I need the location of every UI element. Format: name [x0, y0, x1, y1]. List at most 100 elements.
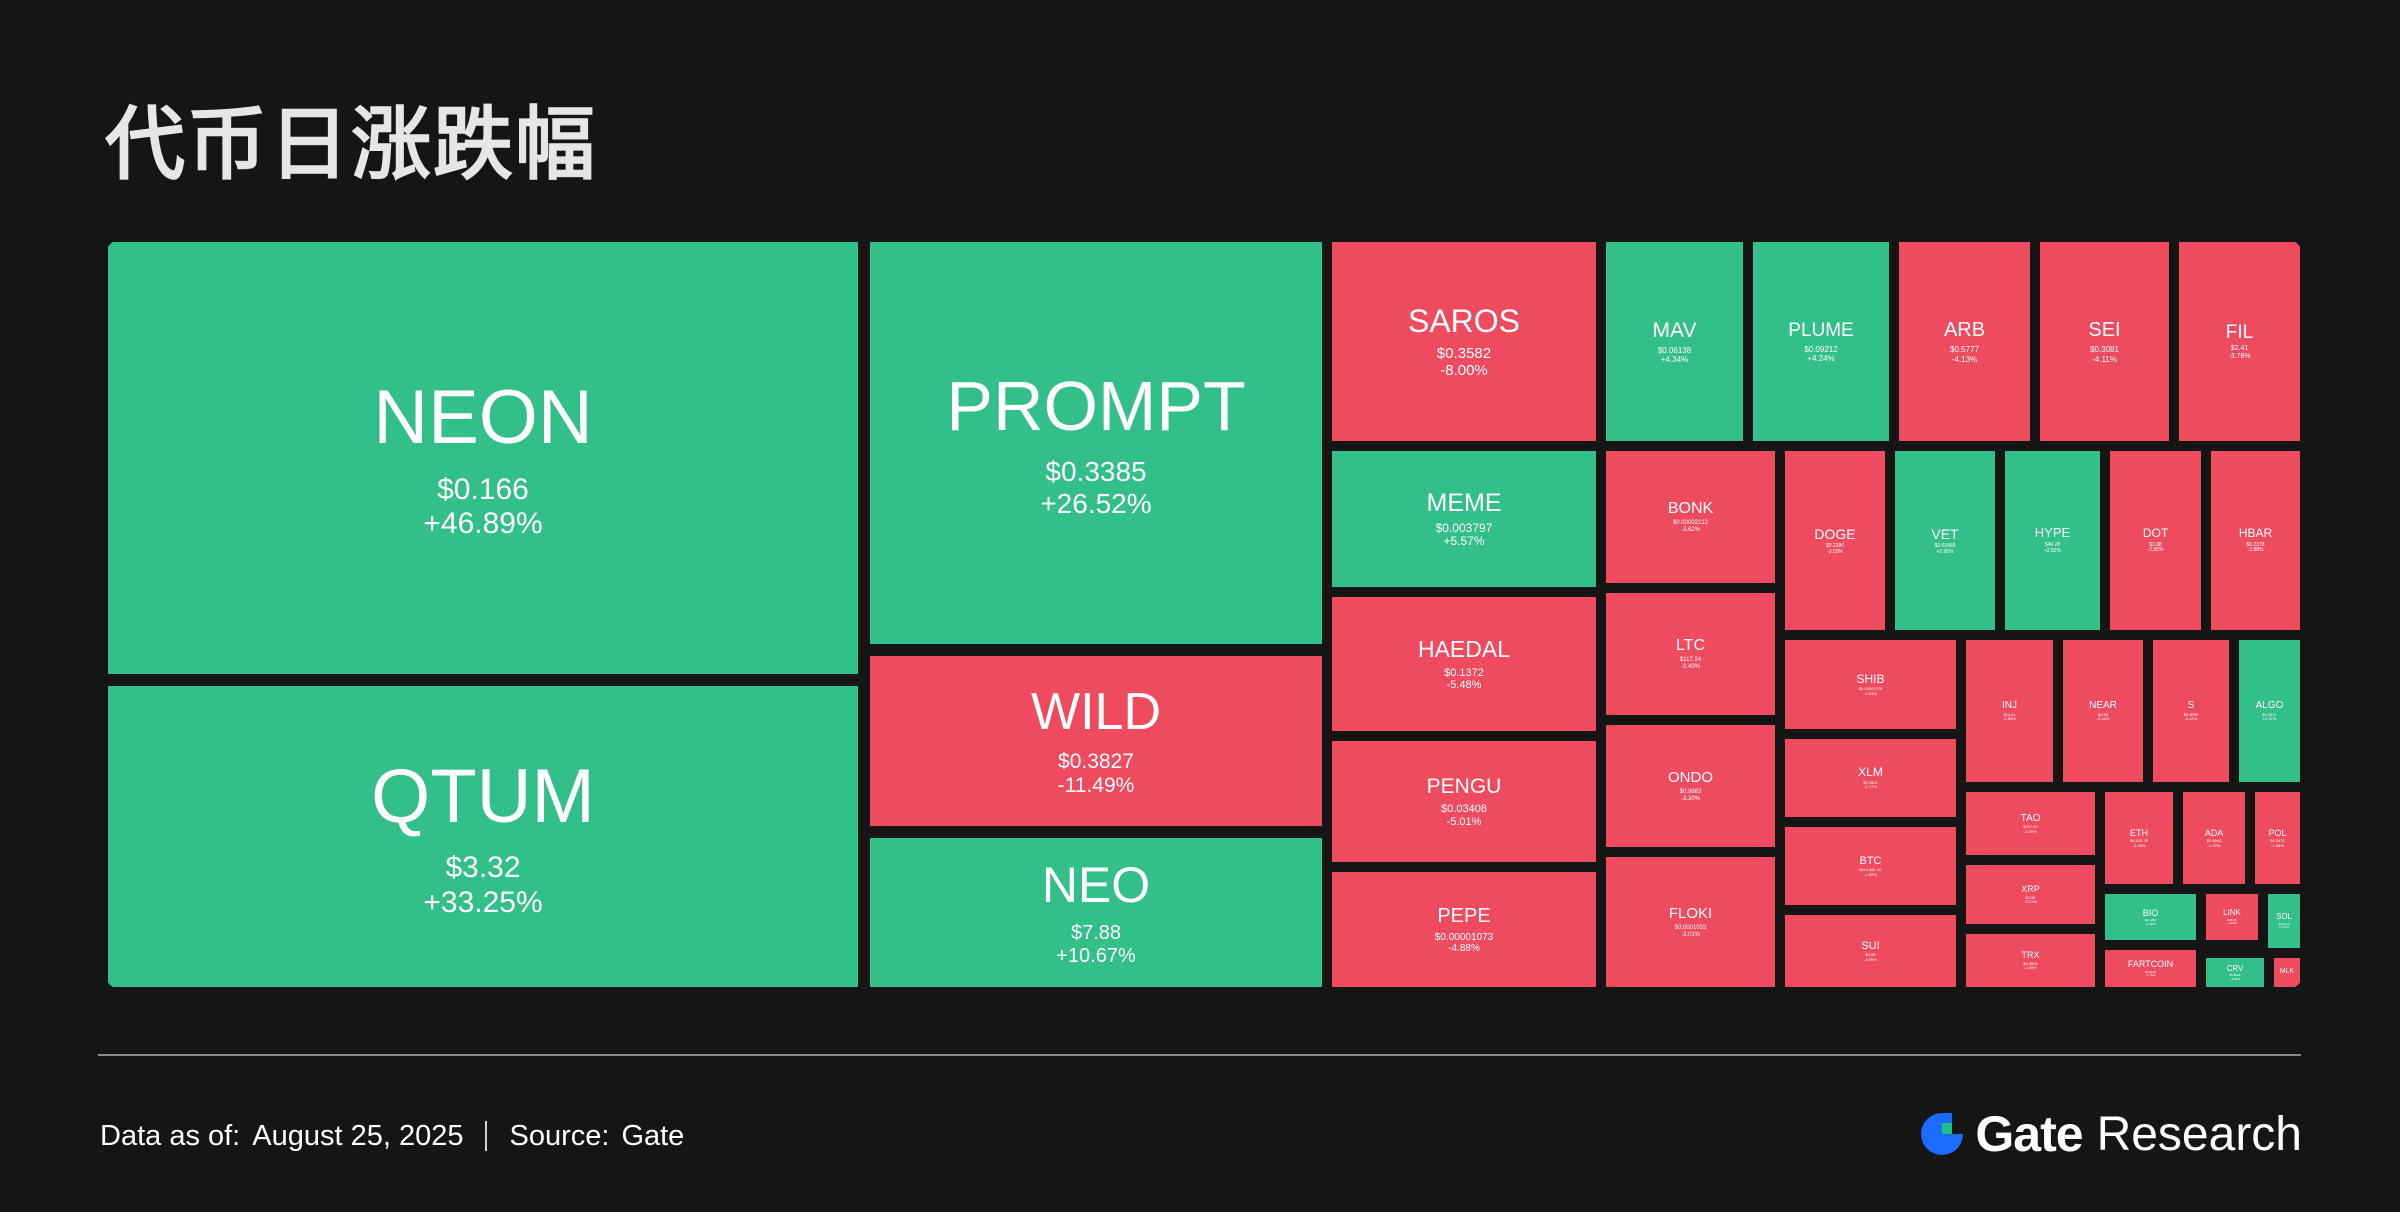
tile-change: +2.92% [2043, 547, 2062, 554]
tile-pol: POL $0.2478 -1.88% [2255, 792, 2300, 884]
tile-change: -2.08% [2024, 965, 2037, 971]
tile-change: -2.05% [2132, 842, 2146, 848]
tile-price: $7.88 [1070, 921, 1122, 944]
tile-symbol: TRX [2021, 950, 2040, 961]
tile-symbol: ADA [2204, 827, 2224, 838]
tile-price: $0.003797 [1435, 520, 1493, 535]
tile-symbol: MEME [1426, 488, 1502, 517]
tile-price: $3.88 [2149, 541, 2162, 548]
tile-hype: HYPE $46.28 +2.92% [2005, 451, 2100, 630]
tile-change: -2.41% [2184, 716, 2198, 722]
tile-price: $0.03408 [1441, 802, 1487, 815]
tile-saros: SAROS $0.3582 -8.00% [1332, 242, 1596, 441]
tile-inj: INJ $14.41 -2.53% [1966, 640, 2053, 782]
tile-symbol: MLK [2279, 968, 2295, 976]
tile-change: -3.01% [1680, 931, 1700, 938]
tile-price: $0.8922 [2229, 973, 2241, 978]
tile-symbol: S [2187, 700, 2195, 712]
tile-ltc: LTC $117.24 -3.40% [1606, 593, 1775, 715]
tile-change: -2.81% [1864, 690, 1877, 696]
tile-qtum: QTUM $3.32 +33.25% [108, 686, 858, 987]
tile-symbol: QTUM [371, 753, 595, 839]
tile-sei: SEI $0.3081 -4.11% [2040, 242, 2169, 441]
tile-change: -5.48% [1446, 679, 1482, 692]
tile-price: $4,633.78 [2130, 838, 2148, 844]
tile-price: $0.02465 [1934, 542, 1956, 549]
tile-symbol: INJ [2002, 700, 2017, 712]
tile-change: -1.62% [2227, 921, 2237, 926]
tile-change: +4.34% [1660, 355, 1689, 365]
tile-change: -2.77% [1864, 784, 1877, 790]
brand-name: Gate [1975, 1106, 2083, 1162]
tile-change: +2.95% [1936, 548, 1954, 555]
tile-symbol: SUI [1861, 939, 1880, 952]
tile-crv: CRV $0.8922 +1.38% [2206, 958, 2264, 987]
tile-price: $3.32 [445, 851, 521, 885]
tile-change: +1.82% [2145, 921, 2156, 926]
tile-price: $2.95 [2025, 894, 2036, 900]
tile-change: -1.88% [2271, 842, 2284, 848]
tile-price: $0.2617 [2262, 711, 2277, 717]
tile-price: $0.00002212 [1672, 520, 1709, 527]
tile-symbol: PLUME [1788, 319, 1854, 341]
tile-symbol: TAO [2020, 812, 2041, 824]
tile-change: -11.49% [1057, 774, 1135, 798]
brand-logo: Gate Research [1917, 1106, 2302, 1162]
tile-change: -2.88% [2247, 547, 2264, 554]
tile-sui: SUI $3.55 -2.59% [1785, 915, 1956, 987]
tile-trx: TRX $0.3594 -2.08% [1966, 934, 2095, 987]
tile-doge: DOGE $0.2286 -3.03% [1785, 451, 1885, 630]
tile-wild: WILD $0.3827 -11.49% [870, 656, 1322, 826]
gate-logo-icon [1921, 1113, 1964, 1155]
tile-change: -2.53% [2003, 716, 2016, 722]
tile-tao: TAO $347.60 -2.30% [1966, 792, 2095, 855]
tile-change: -1.75% [2145, 973, 2156, 978]
tile-prompt: PROMPT $0.3385 +26.52% [870, 242, 1322, 644]
tile-symbol: SAROS [1407, 303, 1521, 340]
tile-symbol: FLOKI [1668, 905, 1713, 923]
tile-symbol: ETH [2130, 827, 2148, 838]
tile-change: -4.13% [1951, 354, 1978, 364]
tile-symbol: HBAR [2238, 525, 2273, 540]
tile-floki: FLOKI $0.0001033 -3.01% [1606, 857, 1775, 987]
tile-change: -2.90% [2147, 547, 2164, 554]
tile-change: -2.59% [1864, 956, 1877, 962]
tile-price: $0.3582 [1436, 345, 1492, 363]
tile-plume: PLUME $0.09212 +4.24% [1753, 242, 1889, 441]
tile-change: -4.88% [1448, 943, 1480, 954]
tile-price: $0.8419 [2145, 969, 2156, 974]
treemap-chart: NEON $0.166 +46.89% QTUM $3.32 +33.25% PROMPT $… [106, 240, 2302, 989]
footer-divider [98, 1054, 2301, 1056]
tile-near: NEAR $2.59 -2.46% [2063, 640, 2143, 782]
page-title: 代币日涨跌幅 [105, 98, 597, 191]
tile-s: S $0.3090 -2.41% [2153, 640, 2229, 782]
tile-symbol: NEAR [2089, 700, 2117, 712]
tile-price: $2.59 [2097, 711, 2108, 717]
tile-arb: ARB $0.5777 -4.13% [1899, 242, 2030, 441]
tile-symbol: XLM [1858, 765, 1883, 779]
tile-symbol: CRV [2226, 963, 2244, 973]
tile-xlm: XLM $0.3901 -2.77% [1785, 739, 1956, 817]
tile-pengu: PENGU $0.03408 -5.01% [1332, 741, 1596, 862]
tile-ondo: ONDO $0.9683 -3.30% [1606, 725, 1775, 847]
tile-price: $0.00001073 [1434, 931, 1494, 943]
tile-price: $203.43 [2278, 921, 2290, 926]
tile-price: $0.2286 [1825, 542, 1845, 549]
tile-symbol: WILD [1031, 683, 1161, 742]
tile-symbol: HYPE [2034, 525, 2071, 541]
tile-change: -1.97% [2207, 842, 2221, 848]
tile-price: $0.2478 [2270, 838, 2285, 844]
tile-price: $25.58 [2227, 917, 2237, 922]
tile-change: +10.67% [1056, 944, 1136, 967]
tile-symbol: LTC [1675, 636, 1706, 654]
footer-separator [485, 1121, 488, 1151]
tile-price: $347.60 [2023, 824, 2038, 830]
tile-symbol: FIL [2225, 321, 2254, 343]
tile-symbol: BIO [2142, 907, 2159, 918]
tile-price: $0.3090 [2183, 711, 2199, 717]
tile-change: -2.30% [2024, 828, 2037, 834]
tile-price: $0.06138 [1657, 345, 1692, 355]
source-name: Gate [621, 1119, 685, 1152]
tile-algo: ALGO $0.2617 +2.37% [2239, 640, 2300, 782]
tile-change: -4.11% [2092, 354, 2117, 364]
